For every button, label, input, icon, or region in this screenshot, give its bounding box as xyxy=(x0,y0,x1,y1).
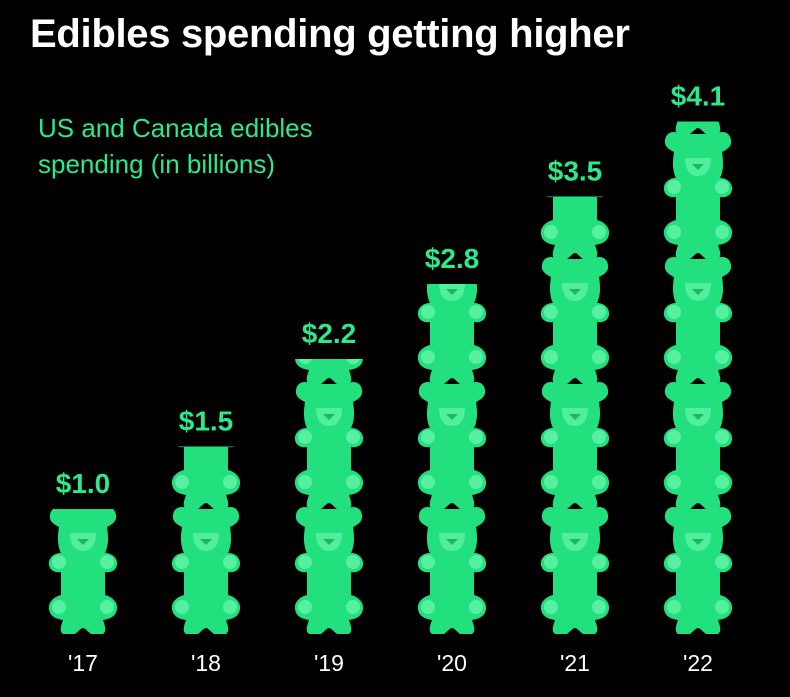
value-label: $3.5 xyxy=(548,156,603,187)
value-label: $1.5 xyxy=(179,406,234,437)
value-label: $1.0 xyxy=(56,468,111,499)
chart-title: Edibles spending getting higher xyxy=(30,12,630,56)
gummy-bear-icon xyxy=(663,507,733,634)
bar-20: $2.8 '20 xyxy=(417,243,487,676)
gummy-bear-icon xyxy=(540,196,610,259)
x-tick-label: '18 xyxy=(191,650,221,676)
gummy-bear-icon xyxy=(540,507,610,634)
bar-17: $1.0 '17 xyxy=(48,468,118,676)
x-tick-label: '20 xyxy=(437,650,467,676)
gummy-bear-icon xyxy=(417,507,487,634)
gummy-bear-icon xyxy=(663,382,733,509)
bar-21: $3.5 '21 xyxy=(540,156,610,676)
gummy-bear-icon xyxy=(540,257,610,384)
x-tick-label: '19 xyxy=(314,650,344,676)
x-tick-label: '22 xyxy=(683,650,713,676)
gummy-bear-icon xyxy=(294,382,364,509)
gummy-bear-icon xyxy=(663,121,733,134)
gummy-bear-icon xyxy=(417,382,487,509)
gummy-bear-icon xyxy=(663,132,733,259)
gummy-bear-icon xyxy=(171,507,241,634)
value-label: $2.2 xyxy=(302,318,357,349)
x-tick-label: '17 xyxy=(68,650,98,676)
x-tick-label: '21 xyxy=(560,650,590,676)
bar-19: $2.2 '19 xyxy=(294,318,364,676)
value-label: $4.1 xyxy=(671,81,726,112)
gummy-bear-icon xyxy=(171,446,241,509)
bar-18: $1.5 '18 xyxy=(171,406,241,676)
bar-22: $4.1 '22 xyxy=(663,81,733,676)
value-label: $2.8 xyxy=(425,243,480,274)
gummy-bear-icon xyxy=(294,507,364,634)
gummy-bear-icon xyxy=(540,382,610,509)
gummy-bear-icon xyxy=(417,284,487,384)
chart-subtitle: US and Canada edibles spending (in billi… xyxy=(38,113,313,179)
gummy-bear-icon xyxy=(48,509,118,634)
gummy-bear-icon xyxy=(663,257,733,384)
